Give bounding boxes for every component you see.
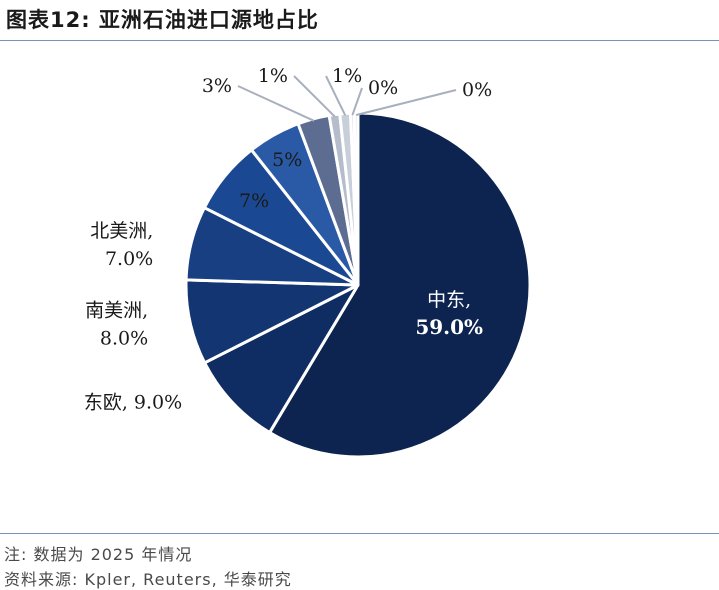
- slice-value-label: 7.0%: [105, 248, 153, 270]
- source-note: 资料来源: Kpler, Reuters, 华泰研究: [4, 570, 292, 589]
- slice-label: 南美洲,: [85, 300, 148, 322]
- slice-label: 7%: [239, 190, 269, 212]
- slice-label: 1%: [258, 65, 288, 87]
- leader-lines: [237, 75, 457, 122]
- leader-line: [325, 75, 347, 116]
- leader-line: [237, 85, 315, 122]
- footnote: 注: 数据为 2025 年情况: [4, 545, 193, 564]
- slice-label: 北美洲,: [90, 220, 153, 242]
- slice-label: 东欧, 9.0%: [84, 391, 182, 413]
- leader-line: [355, 89, 457, 116]
- leader-line: [351, 87, 363, 116]
- pie-slice: [203, 283, 360, 435]
- slice-label: 5%: [272, 149, 302, 171]
- slice-label: 3%: [202, 75, 232, 97]
- title-divider: [0, 40, 719, 41]
- pie-slice: [268, 111, 532, 459]
- pie-slice: [352, 111, 360, 287]
- slice-label: 0%: [368, 77, 398, 99]
- leader-line: [293, 75, 336, 118]
- slice-value-label: 59.0%: [415, 315, 483, 339]
- slice-value-label: 8.0%: [100, 328, 148, 350]
- slice-label: 1%: [332, 65, 362, 87]
- footer-divider: [0, 533, 719, 534]
- chart-title: 图表12: 亚洲石油进口源地占比: [6, 8, 319, 32]
- slice-label: 中东,: [427, 289, 471, 311]
- slice-labels: 中东, 59.0% 东欧, 9.0% 南美洲, 8.0% 北美洲, 7.0% 7%5% 3% 1%…: [84, 65, 492, 413]
- pie-chart: 中东, 59.0% 东欧, 9.0% 南美洲, 8.0% 北美洲, 7.0% 7%5% 3% 1%…: [84, 65, 532, 459]
- slice-label: 0%: [462, 79, 492, 101]
- pie-slices: [184, 111, 532, 459]
